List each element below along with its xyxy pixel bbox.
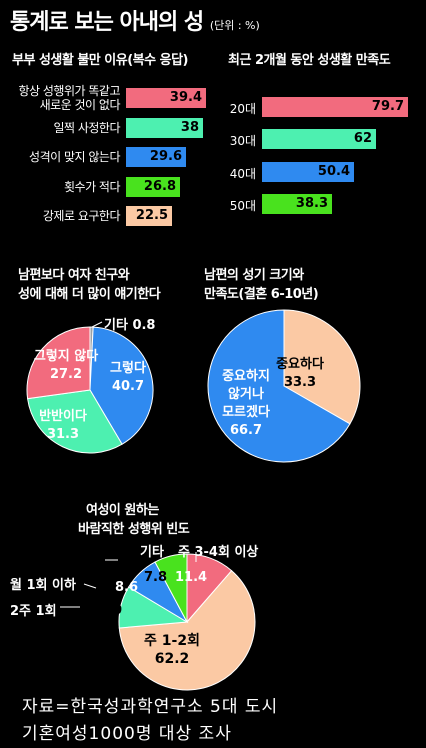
pie1-leader-line [91, 321, 103, 328]
chart1-title: 부부 성생활 불만 이유(복수 응답) [12, 53, 188, 68]
title-text: 통계로 보는 아내의 성 [10, 10, 204, 35]
source-line1: 자료=한국성과학연구소 5대 도시 [22, 697, 279, 717]
page-title: 통계로 보는 아내의 성 (단위 : %) [10, 4, 260, 36]
pie3-label-12: 주 1-2회 62.2 [136, 632, 208, 668]
pie1-label-other: 기타 0.8 [104, 314, 155, 333]
pie1-half-label: 반반이다 [39, 409, 87, 424]
pie3-value-other: 7.8 [144, 570, 168, 585]
chart2-bar: 79.7 [262, 97, 408, 117]
chart5-title-line1: 여성이 원하는 [86, 503, 159, 518]
pie1-no-label: 그렇지 않다 [33, 349, 99, 364]
chart1-category-line: 횟수가 적다 [63, 180, 121, 194]
pie2-not-important-line2: 않거나 [228, 387, 264, 402]
pie2-not-important-line1: 중요하지 [222, 369, 270, 384]
unit-label: (단위 : %) [209, 19, 260, 32]
chart4-title-line2: 만족도(결혼 6-10년) [204, 287, 319, 302]
pie1-slice [27, 389, 123, 454]
pie3-label-other: 기타 [140, 545, 164, 560]
chart5-title: 여성이 원하는 바람직한 성행위 빈도 [78, 501, 190, 539]
pie2-important-label: 중요하다 [276, 357, 324, 372]
chart2-bar: 62 [262, 129, 376, 149]
pie1-label-yes: 그렇다 40.7 [102, 360, 154, 396]
chart2-title: 최근 2개월 동안 성생활 만족도 [228, 53, 391, 68]
chart1-bar: 22.5 [126, 206, 172, 226]
chart1-category-line: 항상 성행위가 똑같고 [18, 84, 121, 98]
pie1-slice [89, 326, 154, 445]
chart2-category-label: 40대 [229, 167, 256, 181]
chart1-category-label: 일찍 사정한다 [0, 121, 120, 135]
chart4-title: 남편의 성기 크기와 만족도(결혼 6-10년) [204, 266, 319, 304]
pie1-label-no: 그렇지 않다 27.2 [26, 348, 106, 384]
pie2-slice [283, 309, 361, 425]
chart3-title-line1: 남편보다 여자 친구와 [18, 268, 130, 283]
chart2-category-label: 20대 [229, 102, 256, 116]
chart2-category-label: 50대 [229, 199, 256, 213]
pie3-value-34: 11.4 [175, 570, 208, 585]
pie1-half-value: 31.3 [46, 427, 80, 442]
pie1-other-label: 기타 [104, 318, 128, 333]
chart1-bar: 39.4 [126, 88, 206, 108]
chart3-title-line2: 성에 대해 더 많이 얘기한다 [18, 287, 161, 302]
pie1-yes-label: 그렇다 [110, 361, 146, 376]
pie3-leader-line [83, 583, 97, 589]
pie2-label-important: 중요하다 33.3 [266, 356, 334, 392]
source-line2: 기혼여성1000명 대상 조사 [22, 724, 232, 744]
chart4-title-line1: 남편의 성기 크기와 [204, 268, 304, 283]
pie3-label-month: 월 1회 이하 [10, 578, 76, 593]
pie3-label-34: 주 3-4회 이상 [178, 545, 259, 560]
chart1-bar: 29.6 [126, 147, 186, 167]
chart1-bar: 26.8 [126, 177, 180, 197]
chart2-bar: 38.3 [262, 194, 332, 214]
chart1-category-line: 일찍 사정한다 [53, 121, 120, 135]
pie2-slice [207, 309, 351, 463]
pie3-12-label: 주 1-2회 [144, 633, 200, 649]
chart1-bar: 38 [126, 118, 203, 138]
pie2-important-value: 33.3 [283, 375, 317, 390]
pie2-not-important-line3: 모르겠다 [222, 405, 270, 420]
pie3-slice [118, 570, 256, 691]
chart2-category-label: 30대 [229, 134, 256, 148]
pie3-label-2week: 2주 1회 [10, 604, 57, 619]
pie3-slice [154, 553, 188, 623]
pie1-other-value: 0.8 [132, 318, 156, 333]
chart1-category-label: 강제로 요구한다 [0, 209, 121, 223]
pie2-not-important-value: 66.7 [229, 423, 263, 438]
chart3-title: 남편보다 여자 친구와 성에 대해 더 많이 얘기한다 [18, 266, 161, 304]
chart5-title-line2: 바람직한 성행위 빈도 [78, 522, 190, 537]
chart1-category-label: 성격이 맞지 않는다 [0, 150, 120, 164]
pie1-yes-value: 40.7 [111, 379, 145, 394]
chart1-category-label: 항상 성행위가 똑같고 새로운 것이 없다 [0, 84, 121, 112]
chart1-category-line: 강제로 요구한다 [42, 209, 121, 223]
pie1-label-half: 반반이다 31.3 [32, 408, 94, 444]
pie1-slice [26, 326, 91, 400]
chart1-category-label: 횟수가 적다 [0, 180, 121, 194]
pie1-no-value: 27.2 [49, 367, 83, 382]
pie3-12-value: 62.2 [154, 651, 190, 667]
chart1-category-line: 새로운 것이 없다 [39, 98, 121, 112]
chart2-bar: 50.4 [262, 162, 354, 182]
pie3-value-2week: 10 [104, 603, 123, 618]
chart1-category-line: 성격이 맞지 않는다 [29, 150, 120, 164]
pie3-value-month: 8.6 [115, 580, 139, 595]
